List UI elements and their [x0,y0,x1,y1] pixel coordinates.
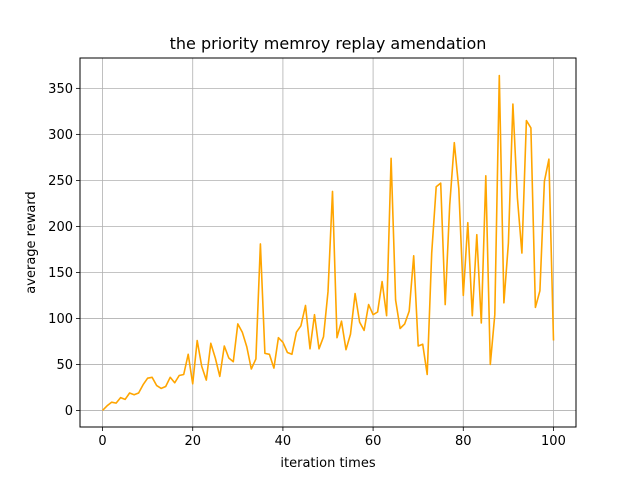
x-axis-title: iteration times [280,456,375,471]
y-tick-label: 50 [56,358,73,373]
x-tick-label: 80 [455,434,472,449]
y-axis-title: average reward [24,191,39,293]
y-tick-label: 300 [48,128,73,143]
y-tick-label: 350 [48,82,73,97]
chart-title: the priority memroy replay amendation [170,34,487,53]
y-tick-label: 0 [65,404,73,419]
series-line [101,74,555,411]
ticks: 0 20 40 60 80 100 0 50 100 150 200 250 300 350 [48,82,566,449]
x-tick-label: 20 [184,434,201,449]
plot-frame [79,57,577,428]
x-tick-label: 100 [541,434,566,449]
y-tick-label: 150 [48,266,73,281]
x-tick-label: 40 [275,434,292,449]
grid [80,58,576,427]
series-layer [101,74,555,411]
x-tick-label: 0 [98,434,106,449]
y-tick-label: 250 [48,174,73,189]
y-tick-label: 100 [48,312,73,327]
x-tick-label: 60 [365,434,382,449]
y-tick-label: 200 [48,220,73,235]
